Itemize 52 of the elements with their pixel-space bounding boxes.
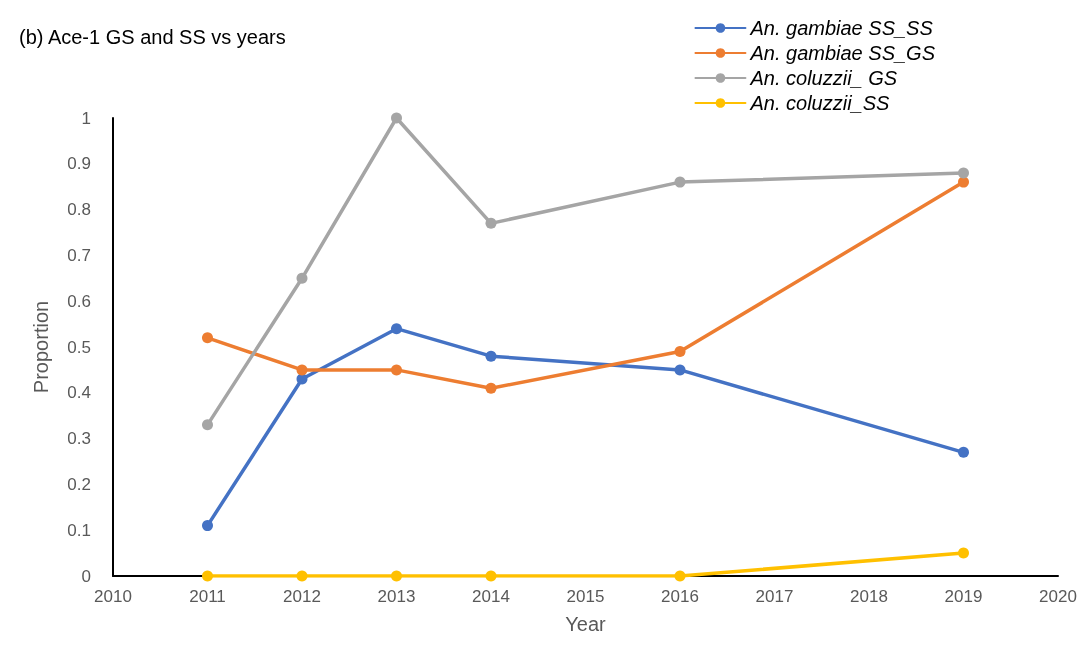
point: [202, 332, 213, 344]
y-tick-label: 0: [81, 566, 91, 586]
point: [296, 272, 308, 284]
point: [674, 176, 686, 188]
point: [391, 323, 402, 335]
x-tick-label: 2015: [566, 587, 605, 606]
y-tick-label: 0.1: [67, 520, 91, 540]
point: [674, 570, 686, 582]
y-tick-label: 0.3: [67, 429, 91, 449]
x-tick-label: 2020: [1039, 587, 1077, 606]
point: [958, 167, 969, 179]
x-tick-label: 2016: [661, 587, 699, 606]
point: [202, 419, 213, 431]
x-tick-label: 2013: [377, 587, 416, 606]
y-axis-title: Proportion: [30, 300, 52, 394]
point: [485, 217, 497, 229]
x-tick-label: 2019: [944, 587, 983, 606]
point: [202, 570, 213, 582]
y-tick-label: 0.5: [67, 337, 91, 357]
point: [674, 364, 686, 376]
point: [485, 382, 497, 394]
point: [485, 350, 497, 362]
point: [296, 570, 308, 582]
y-tick-label: 0.8: [67, 200, 91, 220]
y-tick-label: 0.4: [67, 383, 91, 403]
point: [391, 364, 402, 376]
point: [674, 346, 686, 358]
x-axis-title: Year: [565, 613, 607, 635]
point: [485, 570, 497, 582]
legend-label: An. coluzzii_SS: [749, 92, 891, 114]
chart-title: (b) Ace-1 GS and SS vs years: [19, 26, 286, 48]
legend-label: An. coluzzii_ GS: [749, 67, 898, 89]
x-tick-label: 2018: [850, 587, 888, 606]
y-tick-label: 0.6: [67, 291, 91, 311]
point: [296, 364, 308, 376]
point: [202, 520, 213, 532]
point: [958, 446, 969, 458]
point: [391, 570, 402, 582]
legend-label: An. gambiae SS_SS: [749, 17, 934, 39]
point: [958, 547, 969, 559]
x-tick-label: 2014: [472, 587, 510, 606]
legend-label: An. gambiae SS_GS: [749, 42, 936, 64]
x-tick-label: 2012: [283, 587, 321, 606]
y-tick-label: 1: [81, 108, 91, 128]
y-tick-label: 0.7: [67, 245, 91, 265]
y-tick-label: 0.2: [67, 474, 91, 494]
y-tick-label: 0.9: [67, 154, 91, 174]
x-tick-label: 2010: [94, 587, 132, 606]
x-tick-label: 2017: [755, 587, 794, 606]
x-tick-label: 2011: [189, 587, 226, 606]
point: [958, 176, 969, 188]
point: [391, 112, 402, 124]
